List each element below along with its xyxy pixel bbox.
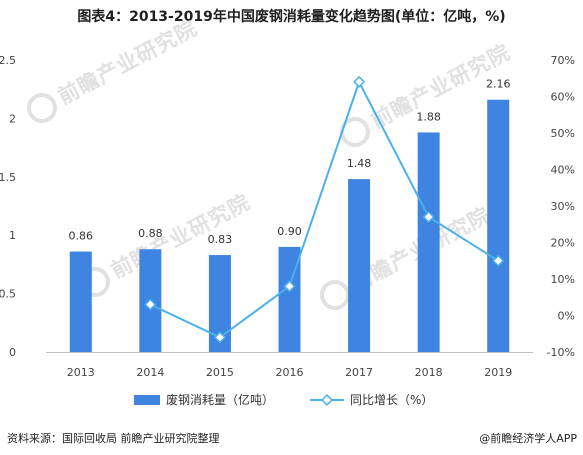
watermark-3: 前瞻产业研究院: [320, 203, 494, 310]
bar-data-label: 0.86: [69, 230, 94, 243]
bar: [69, 251, 92, 352]
bar-data-label: 0.83: [208, 233, 233, 246]
right-tick-label: 50%: [551, 127, 575, 140]
x-tick-label: 2017: [345, 366, 373, 379]
bar: [417, 132, 440, 352]
line-point: [422, 210, 435, 223]
watermark-logo: [340, 117, 370, 147]
bar-series: [69, 99, 510, 352]
chart-canvas: 前瞻产业研究院前瞻产业研究院前瞻产业研究院前瞻产业研究院 00.511.522.…: [0, 16, 575, 407]
bar-data-label: 0.90: [277, 225, 302, 238]
legend-line-marker: [320, 393, 334, 407]
bar-data-label: 1.48: [347, 157, 372, 170]
bar-data-label: 0.88: [138, 227, 163, 240]
watermark-logo: [27, 93, 57, 123]
x-tick-label: 2019: [484, 366, 512, 379]
bar-data-labels: 0.86 0.88 0.83 0.90 1.48 1.88 2.16: [69, 78, 511, 246]
right-tick-label: -10%: [547, 346, 575, 359]
line-point: [353, 75, 366, 88]
chart-title: 图表4：2013-2019年中国废钢消耗量变化趋势图(单位：亿吨，%): [77, 9, 506, 25]
right-tick-label: 60%: [551, 91, 575, 104]
chart-legend: 废钢消耗量（亿吨） 同比增长（%）: [134, 392, 433, 407]
bar-data-label: 2.16: [486, 78, 511, 91]
right-tick-label: 40%: [551, 164, 575, 177]
line-path: [149, 79, 499, 339]
line-series: [144, 75, 505, 344]
legend-line-label: 同比增长（%）: [350, 393, 433, 407]
legend-bar-label: 废钢消耗量（亿吨）: [166, 392, 274, 407]
right-tick-label: 30%: [551, 200, 575, 213]
watermark-0: 前瞻产业研究院: [27, 16, 201, 123]
line-point: [283, 280, 296, 293]
right-tick-label: 70%: [551, 54, 575, 67]
x-tick-label: 2014: [136, 366, 164, 379]
right-tick-label: 0%: [558, 310, 575, 323]
chart-footer: 资料来源：国际回收局 前瞻产业研究院整理 @前瞻经济学人APP: [0, 430, 583, 455]
line-point: [144, 298, 157, 311]
brand-credit: @前瞻经济学人APP: [479, 432, 577, 445]
line-point: [492, 254, 505, 267]
x-tick-label: 2015: [206, 366, 234, 379]
watermark-logo: [320, 280, 350, 310]
bar: [348, 179, 371, 352]
right-tick-label: 10%: [551, 273, 575, 286]
left-tick-label: 2: [9, 112, 16, 125]
line-point: [213, 331, 226, 344]
right-tick-label: 20%: [551, 237, 575, 250]
left-tick-label: 0.5: [0, 288, 16, 301]
left-tick-label: 2.5: [0, 54, 16, 67]
left-tick-label: 1: [9, 229, 16, 242]
chart-axes: 0 0.5 1 1.5 2 2.5 -10% 0% 10% 20% 30% 40% 50% 60% 70% 2…: [0, 54, 575, 379]
left-tick-label: 1.5: [0, 171, 16, 184]
bar: [208, 255, 231, 352]
source-note: 资料来源：国际回收局 前瞻产业研究院整理: [7, 432, 220, 445]
legend-bar-swatch: [134, 395, 160, 405]
bar: [487, 99, 510, 352]
watermark-layer: 前瞻产业研究院前瞻产业研究院前瞻产业研究院前瞻产业研究院: [27, 16, 514, 310]
x-tick-label: 2016: [276, 366, 304, 379]
bar-data-label: 1.88: [416, 110, 441, 123]
left-tick-label: 0: [9, 346, 16, 359]
watermark-text: 前瞻产业研究院: [54, 16, 201, 109]
x-tick-label: 2013: [67, 366, 95, 379]
x-tick-label: 2018: [415, 366, 443, 379]
